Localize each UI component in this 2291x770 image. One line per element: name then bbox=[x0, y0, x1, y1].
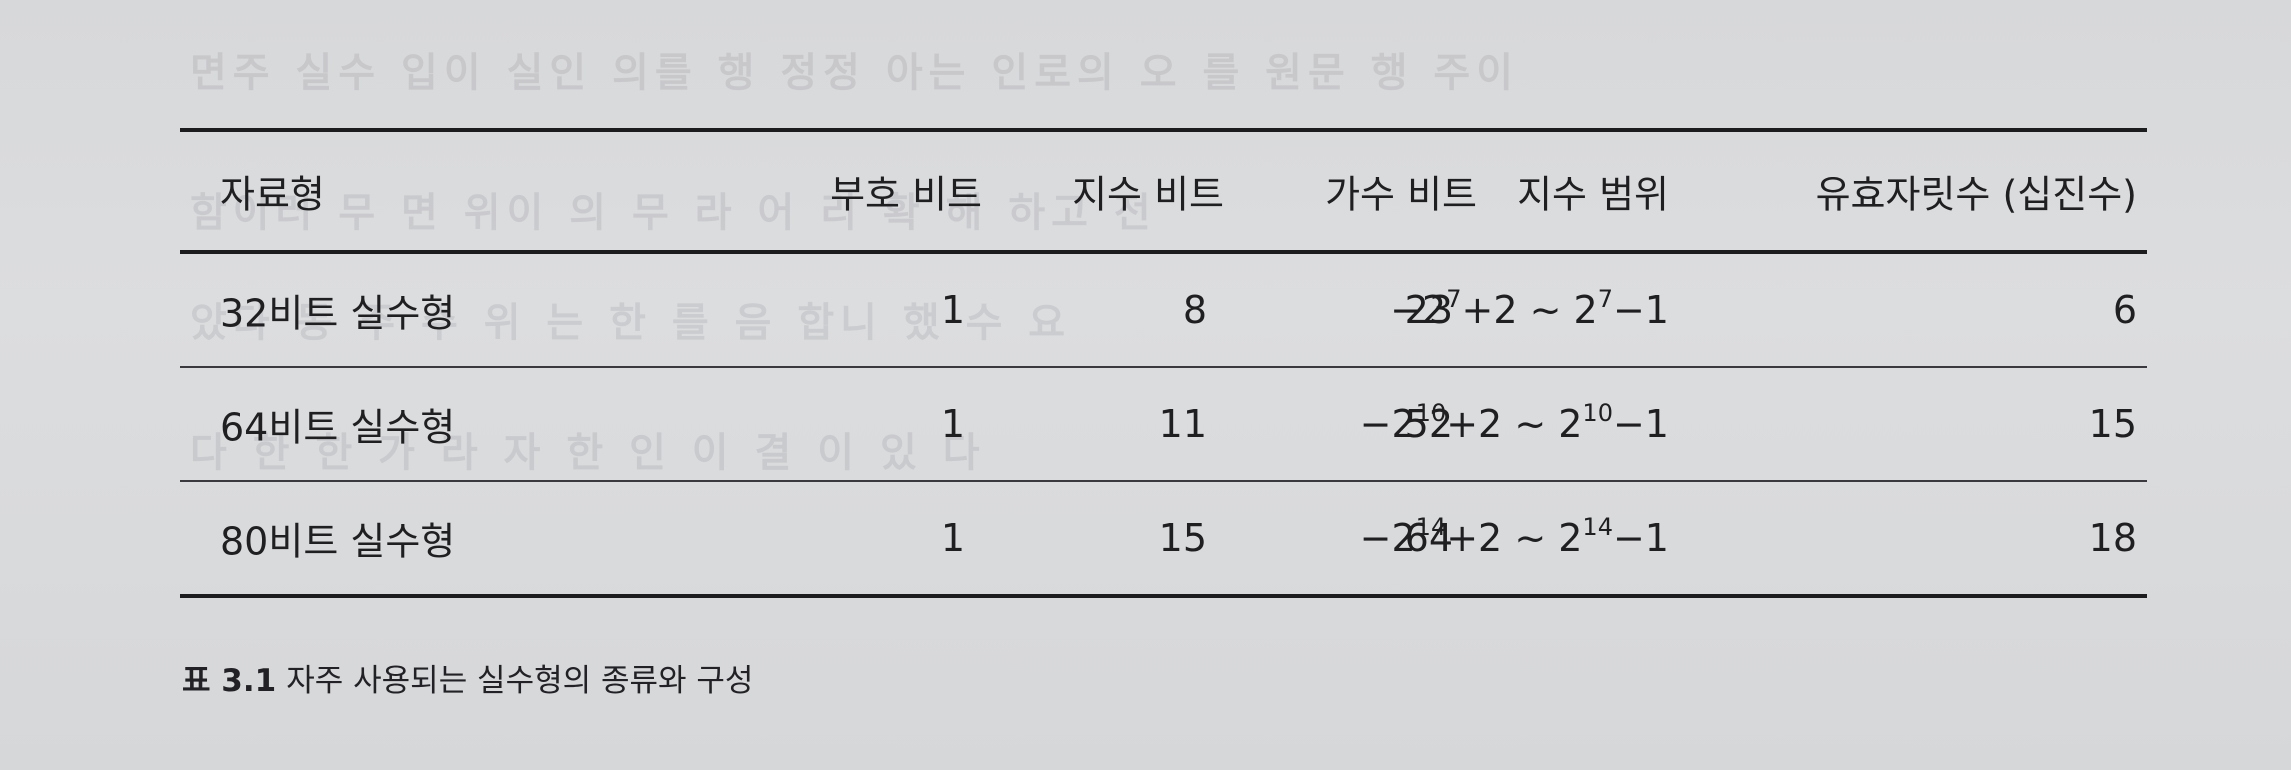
table-row-divider bbox=[180, 480, 2147, 482]
cell-mantissa-bits: 23 bbox=[1404, 288, 1453, 332]
cell-exponent-bits: 15 bbox=[1158, 516, 1207, 560]
table-row: 32비트 실수형 1 8 23 −27+2 ~ 27−1 6 bbox=[180, 254, 2147, 366]
cell-type: 80비트 실수형 bbox=[220, 519, 456, 564]
range-suffix: −1 bbox=[1612, 288, 1669, 332]
range-mid: +2 ~ 2 bbox=[1446, 516, 1583, 560]
range-high-exponent: 10 bbox=[1582, 399, 1613, 427]
cell-mantissa-bits: 64 bbox=[1404, 516, 1453, 560]
header-significant-digits: 유효자릿수 (십진수) bbox=[1815, 172, 2137, 217]
cell-exponent-range: −210+2 ~ 210−1 bbox=[1359, 399, 1669, 446]
header-exponent-bits: 지수 비트 bbox=[1072, 172, 1224, 217]
range-suffix: −1 bbox=[1612, 516, 1669, 560]
table-header-rule bbox=[180, 250, 2147, 254]
cell-mantissa-bits: 52 bbox=[1404, 402, 1453, 446]
table-header-row: 자료형 부호 비트 지수 비트 가수 비트 지수 범위 유효자릿수 (십진수) bbox=[180, 132, 2147, 250]
bleed-through-text: 함이러 무 면 위이 의 무 라 어 리 확 해 하고 전 bbox=[190, 190, 1157, 236]
bleed-through-text: 았다 동 주 수 위 는 한 를 음 합니 했 수 요 bbox=[190, 300, 1072, 346]
cell-type: 32비트 실수형 bbox=[220, 291, 456, 336]
bleed-through-text: 면주 실수 입이 실인 의를 행 정정 아는 인로의 오 를 원문 행 주이 bbox=[190, 50, 1520, 96]
table-row: 80비트 실수형 1 15 64 −214+2 ~ 214−1 18 bbox=[180, 482, 2147, 594]
range-mid: +2 ~ 2 bbox=[1461, 288, 1598, 332]
caption-text: 자주 사용되는 실수형의 종류와 구성 bbox=[286, 663, 754, 699]
range-mid: +2 ~ 2 bbox=[1446, 402, 1583, 446]
bleed-through-text: 다 한 한 가 라 자 한 인 이 결 이 있 다 bbox=[190, 430, 986, 476]
cell-exponent-bits: 8 bbox=[1182, 288, 1207, 332]
cell-significant-digits: 15 bbox=[2088, 402, 2137, 446]
range-low-base: −2 bbox=[1359, 402, 1416, 446]
range-high-exponent: 7 bbox=[1597, 285, 1613, 313]
header-type: 자료형 bbox=[220, 172, 325, 217]
range-low-exponent: 7 bbox=[1446, 285, 1462, 313]
cell-sign-bits: 1 bbox=[940, 288, 965, 332]
table-top-rule bbox=[180, 128, 2147, 132]
table-bottom-rule bbox=[180, 594, 2147, 598]
table-row-divider bbox=[180, 366, 2147, 368]
cell-type: 64비트 실수형 bbox=[220, 405, 456, 450]
header-sign-bits: 부호 비트 bbox=[830, 172, 982, 217]
table-row: 64비트 실수형 1 11 52 −210+2 ~ 210−1 15 bbox=[180, 368, 2147, 480]
header-exponent-range: 지수 범위 bbox=[1517, 172, 1669, 217]
cell-sign-bits: 1 bbox=[940, 516, 965, 560]
header-mantissa-bits: 가수 비트 bbox=[1325, 172, 1477, 217]
cell-exponent-range: −27+2 ~ 27−1 bbox=[1390, 285, 1669, 332]
float-types-table: 자료형 부호 비트 지수 비트 가수 비트 지수 범위 유효자릿수 (십진수) … bbox=[180, 128, 2147, 598]
range-low-base: −2 bbox=[1359, 516, 1416, 560]
cell-exponent-range: −214+2 ~ 214−1 bbox=[1359, 513, 1669, 560]
range-suffix: −1 bbox=[1612, 402, 1669, 446]
range-low-base: −2 bbox=[1390, 288, 1447, 332]
caption-number: 표 3.1 bbox=[182, 663, 277, 699]
cell-significant-digits: 18 bbox=[2088, 516, 2137, 560]
range-high-exponent: 14 bbox=[1582, 513, 1613, 541]
cell-significant-digits: 6 bbox=[2112, 288, 2137, 332]
cell-sign-bits: 1 bbox=[940, 402, 965, 446]
range-low-exponent: 10 bbox=[1415, 399, 1447, 427]
range-low-exponent: 14 bbox=[1415, 513, 1447, 541]
table-caption: 표 3.1 자주 사용되는 실수형의 종류와 구성 bbox=[182, 655, 753, 700]
cell-exponent-bits: 11 bbox=[1158, 402, 1207, 446]
